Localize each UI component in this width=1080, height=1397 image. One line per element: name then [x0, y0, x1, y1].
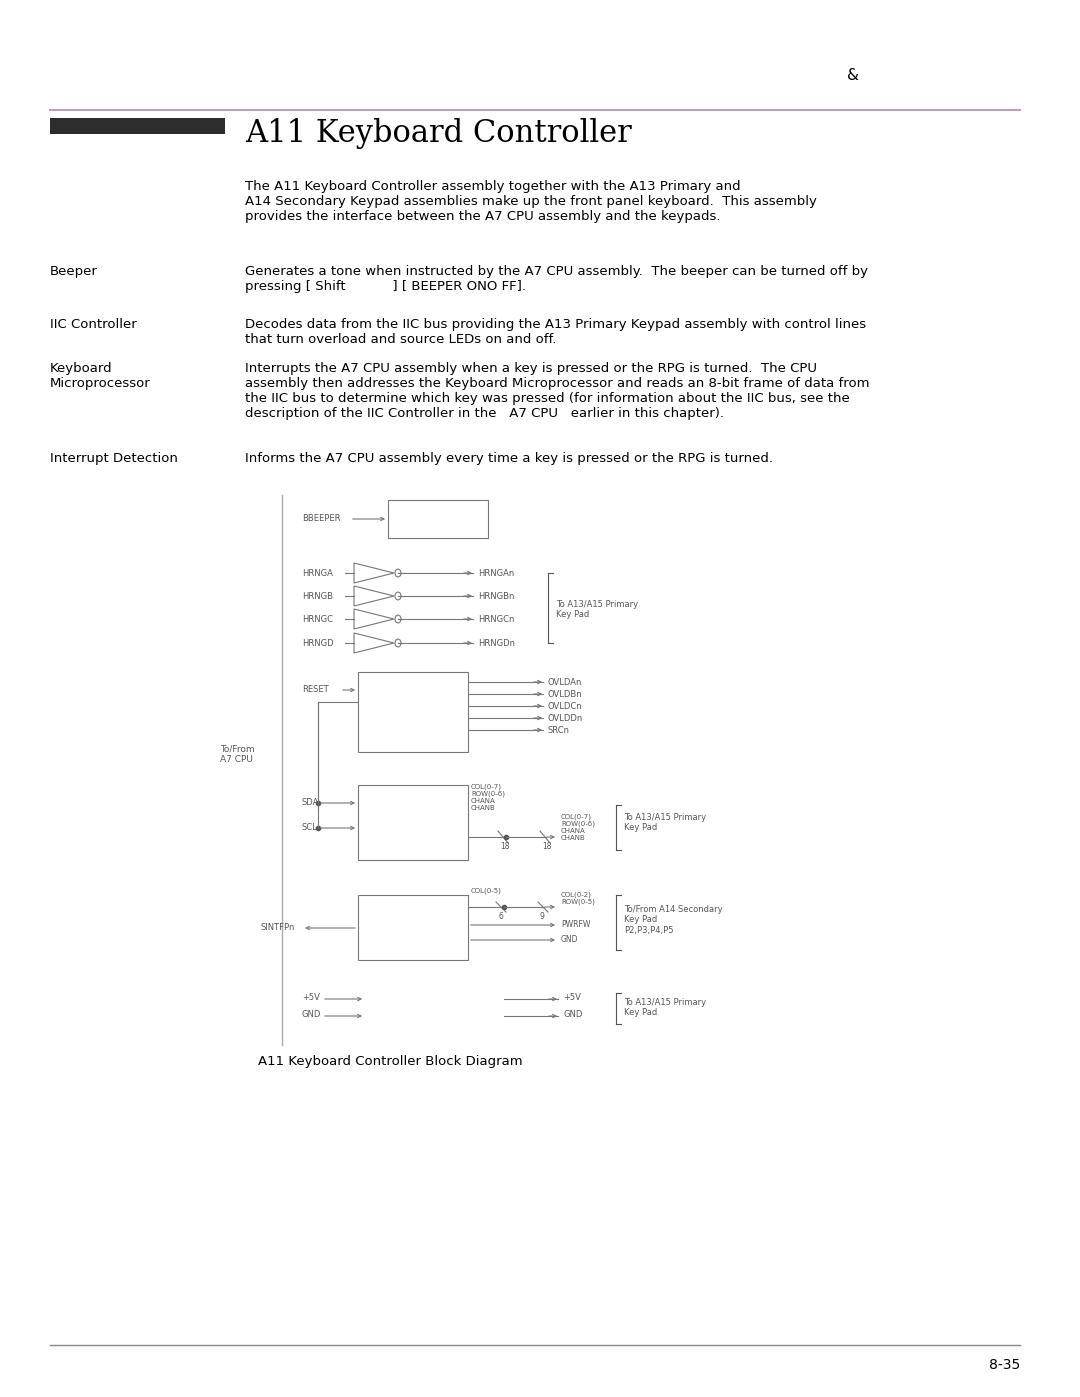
Text: &: &	[847, 68, 859, 82]
Text: PWRFW: PWRFW	[561, 921, 591, 929]
Text: 18: 18	[542, 842, 552, 851]
Text: OVLDCn: OVLDCn	[548, 703, 582, 711]
Text: HRNGCn: HRNGCn	[478, 615, 514, 624]
Text: COL(0-2)
ROW(0-5): COL(0-2) ROW(0-5)	[561, 891, 595, 905]
Text: GND: GND	[561, 935, 579, 944]
Text: COL(0-7)
ROW(0-6)
CHANA
CHANB: COL(0-7) ROW(0-6) CHANA CHANB	[561, 813, 595, 841]
Text: OVLDAn: OVLDAn	[548, 678, 582, 687]
Text: +5V: +5V	[302, 993, 320, 1002]
Text: To/From A14 Secondary
Key Pad
P2,P3,P4,P5: To/From A14 Secondary Key Pad P2,P3,P4,P…	[624, 905, 723, 935]
Text: Decodes data from the IIC bus providing the A13 Primary Keypad assembly with con: Decodes data from the IIC bus providing …	[245, 319, 866, 346]
Text: 8-35: 8-35	[989, 1358, 1020, 1372]
Text: To A13/A15 Primary
Key Pad: To A13/A15 Primary Key Pad	[624, 813, 706, 833]
Text: A11 Keyboard Controller Block Diagram: A11 Keyboard Controller Block Diagram	[258, 1055, 523, 1067]
Text: To/From
A7 CPU: To/From A7 CPU	[220, 745, 255, 764]
Text: Beeper: Beeper	[420, 514, 456, 524]
Text: Interrupts the A7 CPU assembly when a key is pressed or the RPG is turned.  The : Interrupts the A7 CPU assembly when a ke…	[245, 362, 869, 420]
Text: 9: 9	[540, 912, 545, 921]
Text: HRNGD: HRNGD	[302, 638, 334, 648]
Text: To A13/A15 Primary
Key Pad: To A13/A15 Primary Key Pad	[556, 599, 638, 619]
Text: HRNGA: HRNGA	[302, 569, 333, 578]
Text: Interrupt Detection: Interrupt Detection	[50, 453, 178, 465]
Text: HRNGC: HRNGC	[302, 615, 333, 624]
Text: To A13/A15 Primary
Key Pad: To A13/A15 Primary Key Pad	[624, 997, 706, 1017]
Text: HRNGB: HRNGB	[302, 592, 333, 601]
Text: +5V: +5V	[563, 993, 581, 1002]
Text: A11 Keyboard Controller: A11 Keyboard Controller	[245, 117, 632, 149]
Text: SCL: SCL	[302, 823, 318, 833]
Text: The A11 Keyboard Controller assembly together with the A13 Primary and
A14 Secon: The A11 Keyboard Controller assembly tog…	[245, 180, 816, 224]
Text: OVLDBn: OVLDBn	[548, 690, 582, 698]
Text: Interrupt
Detection: Interrupt Detection	[389, 912, 436, 933]
Text: Keyboard
Microprocessor: Keyboard Microprocessor	[379, 809, 447, 827]
Text: RESET: RESET	[302, 685, 328, 694]
Text: IIC
Controller: IIC Controller	[389, 696, 437, 718]
Text: BBEEPER: BBEEPER	[302, 514, 340, 522]
Text: HRNGBn: HRNGBn	[478, 592, 514, 601]
Text: OVLDDn: OVLDDn	[548, 714, 583, 724]
Text: 6: 6	[498, 912, 503, 921]
Text: SRCn: SRCn	[548, 726, 570, 735]
Text: HRNGAn: HRNGAn	[478, 569, 514, 578]
Text: SDA: SDA	[302, 798, 320, 807]
Text: GND: GND	[302, 1010, 322, 1018]
Text: GND: GND	[563, 1010, 582, 1018]
Text: COL(0-5): COL(0-5)	[471, 887, 502, 894]
Text: Beeper: Beeper	[50, 265, 98, 278]
Text: Informs the A7 CPU assembly every time a key is pressed or the RPG is turned.: Informs the A7 CPU assembly every time a…	[245, 453, 773, 465]
Text: HRNGDn: HRNGDn	[478, 638, 515, 648]
Text: Keyboard
Microprocessor: Keyboard Microprocessor	[50, 362, 151, 390]
Text: 18: 18	[500, 842, 510, 851]
Text: IIC Controller: IIC Controller	[50, 319, 137, 331]
Text: COL(0-7)
ROW(0-6)
CHANA
CHANB: COL(0-7) ROW(0-6) CHANA CHANB	[471, 782, 505, 812]
Text: SINTFPn: SINTFPn	[260, 923, 295, 932]
Text: Generates a tone when instructed by the A7 CPU assembly.  The beeper can be turn: Generates a tone when instructed by the …	[245, 265, 868, 293]
